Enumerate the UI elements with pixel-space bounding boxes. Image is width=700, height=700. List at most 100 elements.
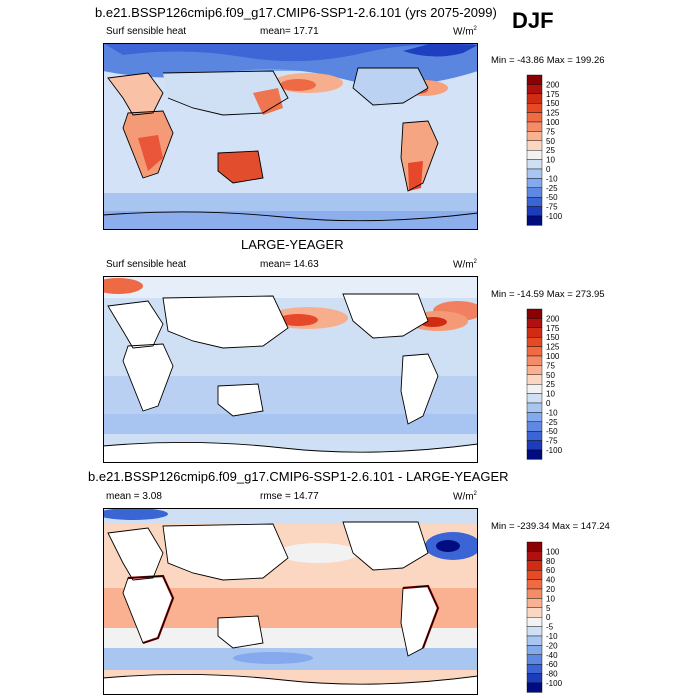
colorbar-tick-label: 125 (546, 109, 560, 118)
colorbar-swatch (526, 215, 543, 226)
colorbar-tick-label: -10 (546, 174, 558, 183)
colorbar-tick-label: 50 (546, 137, 555, 146)
colorbar-tick-label: -50 (546, 193, 558, 202)
colorbar-swatch (526, 308, 543, 319)
panel1-north-america (353, 68, 428, 105)
colorbar-swatch (526, 196, 543, 207)
panel3-arctic-negative (103, 508, 168, 520)
panel1-frame (103, 43, 478, 230)
colorbar-swatch (526, 551, 543, 561)
colorbar-tick-label: -5 (546, 623, 554, 632)
colorbar-swatch (526, 541, 543, 552)
colorbar-tick-label: 10 (546, 594, 555, 603)
colorbar-tick-label: -10 (546, 632, 558, 641)
colorbar-tick-label: 125 (546, 343, 560, 352)
colorbar-swatch (526, 598, 543, 609)
panel2-frame (103, 276, 478, 463)
colorbar-tick-label: 200 (546, 314, 560, 323)
colorbar-tick-label: -100 (546, 212, 563, 221)
colorbar-swatch (526, 673, 543, 684)
colorbar-tick-label: -60 (546, 660, 558, 669)
colorbar-tick-label: 5 (546, 604, 551, 613)
panel3-frame (103, 508, 478, 695)
colorbar-swatch (526, 346, 543, 357)
colorbar-tick-label: -75 (546, 437, 558, 446)
panel1-asia (163, 71, 288, 115)
panel2-title: LARGE-YEAGER (241, 237, 344, 252)
colorbar-tick-label: 100 (546, 352, 560, 361)
colorbar-swatch (526, 560, 543, 571)
panel3-minmax: Min = -239.34 Max = 147.24 (491, 521, 610, 532)
panel2-variable: Surf sensible heat (106, 259, 187, 270)
colorbar-swatch (526, 187, 543, 198)
colorbar-tick-label: -100 (546, 679, 563, 688)
colorbar-swatch (526, 84, 543, 94)
colorbar-swatch (526, 149, 543, 160)
colorbar-swatch (526, 121, 543, 132)
panel3-mean: mean = 3.08 (106, 491, 162, 502)
panel2-southern-band (103, 414, 478, 434)
colorbar-swatch (526, 168, 543, 179)
colorbar-tick-label: -25 (546, 184, 558, 193)
panel3-coastlines (103, 521, 478, 685)
colorbar-swatch (526, 383, 543, 394)
colorbar-tick-label: -75 (546, 203, 558, 212)
colorbar-swatch (526, 607, 543, 618)
colorbar-swatch (526, 588, 543, 599)
colorbar-swatch (526, 430, 543, 441)
panel1-southern-band (103, 193, 478, 213)
colorbar-tick-label: -50 (546, 427, 558, 436)
panel1-coastlines (103, 67, 478, 222)
colorbar-swatch (526, 645, 543, 656)
colorbar-tick-label: 25 (546, 380, 555, 389)
panel1-map (103, 43, 478, 230)
panel2-units: W/m2 (453, 259, 477, 271)
colorbar-tick-label: 10 (546, 156, 555, 165)
colorbar-tick-label: -20 (546, 641, 558, 650)
colorbar-swatch (526, 440, 543, 451)
colorbar-swatch (526, 393, 543, 404)
colorbar-swatch (526, 337, 543, 347)
colorbar-swatch (526, 327, 543, 338)
panel2-land (103, 294, 478, 463)
colorbar-swatch (526, 402, 543, 413)
colorbar-tick-label: -80 (546, 670, 558, 679)
panel2-map (103, 276, 478, 463)
colorbar-swatch (526, 112, 543, 123)
panel1-units: W/m2 (453, 26, 477, 38)
colorbar-swatch (526, 579, 543, 590)
colorbar-swatch (526, 206, 543, 217)
colorbar-swatch (526, 103, 543, 113)
colorbar-tick-label: 25 (546, 146, 555, 155)
panel1-title: b.e21.BSSP126cmip6.f09_g17.CMIP6-SSP1-2.… (95, 5, 497, 20)
colorbar-tick-label: 100 (546, 118, 560, 127)
colorbar-swatch (526, 654, 543, 665)
colorbar-swatch (526, 140, 543, 151)
colorbar-swatch (526, 374, 543, 385)
colorbar-tick-label: 40 (546, 576, 555, 585)
colorbar-tick-label: -40 (546, 651, 558, 660)
panel2-minmax: Min = -14.59 Max = 273.95 (491, 289, 605, 300)
colorbar-tick-label: 60 (546, 566, 555, 575)
colorbar-tick-label: -100 (546, 446, 563, 455)
colorbar-tick-label: 75 (546, 361, 555, 370)
colorbar-tick-label: 175 (546, 90, 560, 99)
colorbar-swatch (526, 355, 543, 366)
colorbar-tick-label: 50 (546, 371, 555, 380)
panel3-units: W/m2 (453, 491, 477, 503)
colorbar-tick-label: 150 (546, 333, 560, 342)
colorbar-tick-label: -10 (546, 408, 558, 417)
colorbar-tick-label: 100 (546, 547, 560, 556)
colorbar-swatch (526, 635, 543, 646)
colorbar-swatch (526, 421, 543, 432)
colorbar-tick-label: -25 (546, 418, 558, 427)
colorbar-tick-label: 0 (546, 613, 551, 622)
colorbar-swatch (526, 131, 543, 142)
panel2-mean: mean= 14.63 (260, 259, 319, 270)
colorbar-tick-label: 0 (546, 399, 551, 408)
colorbar-swatch (526, 449, 543, 460)
panel3-rmse: rmse = 14.77 (260, 491, 319, 502)
colorbar-swatch (526, 663, 543, 674)
